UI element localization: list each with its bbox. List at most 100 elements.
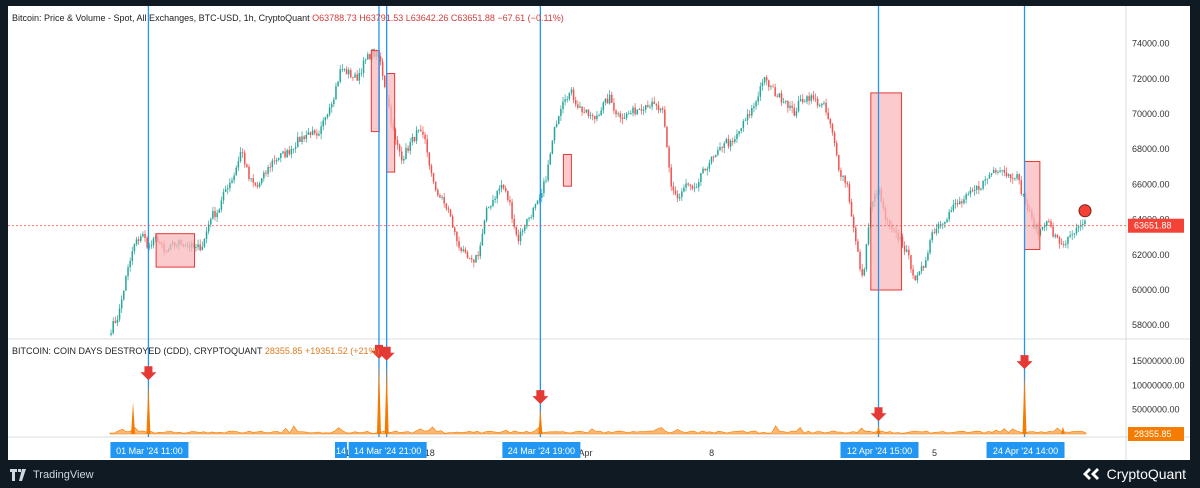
cryptoquant-icon bbox=[1082, 468, 1099, 480]
candle-body bbox=[519, 231, 522, 242]
cryptoquant-logo[interactable]: CryptoQuant bbox=[1081, 466, 1186, 482]
candle-body bbox=[454, 227, 456, 233]
chart-frame: 74000.00 72000.00 70000.00 68000.00 66000.00… bbox=[8, 6, 1190, 460]
current-price-marker bbox=[1078, 204, 1092, 218]
candle-body bbox=[1067, 236, 1069, 244]
candle-body bbox=[630, 113, 632, 114]
candle-body bbox=[1045, 221, 1048, 227]
tradingview-label: TradingView bbox=[33, 469, 94, 481]
candle-body bbox=[243, 152, 246, 165]
candle-body bbox=[362, 60, 365, 73]
candle-body bbox=[135, 239, 138, 245]
price-header: Bitcoin: Price & Volume - Spot, All Exch… bbox=[12, 13, 564, 23]
candle-body bbox=[799, 99, 802, 101]
candle-body bbox=[123, 290, 125, 300]
price-tick-label: 66000.00 bbox=[1132, 179, 1170, 189]
candle-body bbox=[502, 184, 505, 188]
candle-body bbox=[865, 244, 868, 270]
candle-body bbox=[301, 136, 303, 142]
candle-body bbox=[297, 137, 299, 148]
cdd-arrow bbox=[378, 346, 395, 361]
candle-body bbox=[1041, 226, 1044, 230]
candle-body bbox=[500, 184, 503, 189]
cdd-spike bbox=[146, 384, 151, 434]
candle-body bbox=[207, 224, 210, 232]
candle-body bbox=[797, 100, 800, 112]
candle-body bbox=[827, 112, 829, 120]
candle-body bbox=[229, 182, 231, 189]
highlight-box bbox=[870, 92, 903, 291]
candle-body bbox=[850, 201, 853, 217]
cdd-tick-label: 15000000.00 bbox=[1132, 356, 1185, 366]
candle-body bbox=[231, 180, 233, 183]
candle-body bbox=[415, 130, 418, 142]
candle-body bbox=[933, 232, 936, 234]
candle-body bbox=[1075, 227, 1078, 234]
candle-body bbox=[916, 275, 919, 281]
candle-body bbox=[1048, 221, 1050, 222]
tradingview-logo[interactable]: TradingView bbox=[10, 469, 94, 481]
candle-body bbox=[521, 230, 524, 232]
candle-body bbox=[674, 190, 677, 194]
candle-body bbox=[725, 139, 728, 144]
candle-body bbox=[411, 136, 414, 143]
candle-body bbox=[551, 140, 554, 154]
candle-body bbox=[835, 143, 838, 156]
candle-body bbox=[292, 148, 295, 150]
candle-body bbox=[564, 99, 566, 102]
candle-body bbox=[1018, 174, 1020, 181]
candle-body bbox=[918, 271, 921, 276]
open-value: O63788.73 bbox=[312, 13, 357, 23]
candle-body bbox=[958, 201, 961, 205]
candle-body bbox=[823, 102, 825, 104]
candle-body bbox=[498, 188, 501, 191]
candle-body bbox=[494, 198, 496, 200]
candle-body bbox=[267, 167, 269, 174]
date-label-badge bbox=[986, 442, 1065, 458]
candle-body bbox=[863, 269, 866, 276]
chart-canvas[interactable]: 74000.00 72000.00 70000.00 68000.00 66000.00… bbox=[8, 6, 1190, 460]
candle-body bbox=[1077, 226, 1080, 228]
candle-body bbox=[676, 193, 679, 199]
candle-body bbox=[205, 231, 208, 239]
candle-body bbox=[971, 190, 974, 192]
candle-body bbox=[636, 109, 639, 115]
candle-body bbox=[939, 224, 942, 226]
candle-body bbox=[1050, 221, 1052, 227]
candle-body bbox=[1071, 234, 1073, 236]
candle-body bbox=[857, 241, 859, 252]
candle-body bbox=[833, 132, 836, 144]
candle-body bbox=[589, 115, 592, 117]
candle-body bbox=[449, 209, 452, 217]
candle-body bbox=[859, 251, 861, 270]
candle-body bbox=[587, 109, 590, 117]
candle-body bbox=[988, 174, 991, 179]
candle-body bbox=[407, 147, 409, 151]
time-tick-label: 18 bbox=[425, 448, 435, 458]
candle-body bbox=[704, 168, 706, 171]
candle-body bbox=[664, 109, 666, 127]
candle-body bbox=[118, 308, 121, 320]
candle-body bbox=[333, 99, 335, 105]
candle-body bbox=[224, 189, 227, 192]
high-value: H63791.53 bbox=[359, 13, 404, 23]
candle-body bbox=[1058, 237, 1061, 244]
candle-body bbox=[748, 114, 751, 116]
candle-body bbox=[761, 82, 764, 87]
candle-body bbox=[528, 217, 530, 219]
candle-body bbox=[477, 255, 479, 257]
candle-body bbox=[150, 245, 153, 247]
candle-body bbox=[950, 210, 953, 212]
candle-body bbox=[995, 170, 997, 173]
candle-body bbox=[619, 113, 622, 118]
candle-body bbox=[394, 129, 397, 140]
candle-body bbox=[577, 104, 579, 108]
candle-body bbox=[129, 260, 131, 268]
candle-body bbox=[369, 54, 371, 60]
candle-body bbox=[642, 109, 645, 111]
candle-body bbox=[801, 99, 804, 103]
candle-body bbox=[144, 233, 146, 238]
candle-body bbox=[116, 319, 119, 323]
cdd-spike bbox=[131, 402, 136, 434]
candle-body bbox=[265, 172, 267, 174]
